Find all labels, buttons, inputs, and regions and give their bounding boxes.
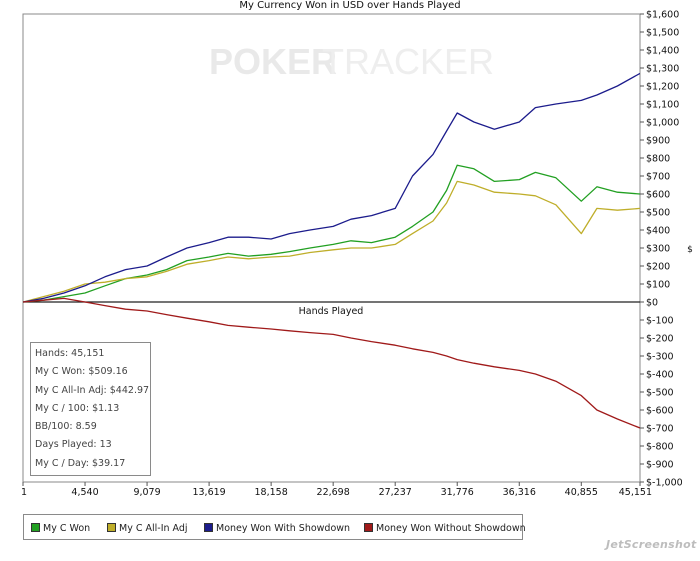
x-tick-label: 36,316	[503, 487, 536, 498]
stat-bb-100: BB/100: 8.59	[35, 421, 97, 433]
chart-title: My Currency Won in USD over Hands Played	[239, 0, 461, 11]
y-tick-label: $-700	[646, 424, 674, 435]
x-tick-label: 45,151	[619, 487, 652, 498]
y-tick-label: $800	[646, 154, 670, 165]
screenshot-tool-watermark: JetScreenshot	[606, 538, 697, 551]
y-tick-label: $500	[646, 208, 670, 219]
legend-swatch-without-showdown	[364, 523, 373, 532]
series-line-3	[23, 297, 640, 429]
legend-label-with-showdown: Money Won With Showdown	[216, 523, 351, 534]
y-tick-label: $-600	[646, 406, 674, 417]
x-tick-label: 22,698	[317, 487, 350, 498]
x-axis-label: Hands Played	[299, 306, 364, 317]
y-tick-label: $0	[646, 298, 658, 309]
y-tick-label: $200	[646, 262, 670, 273]
y-tick-label: $1,000	[646, 118, 679, 129]
legend-label-without-showdown: Money Won Without Showdown	[376, 523, 526, 534]
y-tick-label: $1,400	[646, 46, 679, 57]
y-tick-label: $700	[646, 172, 670, 183]
x-tick-label: 40,855	[565, 487, 598, 498]
x-axis: 1 4,540 9,079 13,619 18,158 22,698 27,237 31,77…	[21, 482, 652, 498]
stat-won: My C Won: $509.16	[35, 366, 128, 378]
legend-item-all-in-adj: My C All-In Adj	[107, 523, 188, 534]
poker-tracker-watermark: POKER TRACKER	[209, 41, 494, 82]
series-group	[23, 72, 640, 429]
x-tick-label: 31,776	[441, 487, 474, 498]
legend-swatch-with-showdown	[204, 523, 213, 532]
y-tick-label: $1,200	[646, 82, 679, 93]
watermark-light-text: TRACKER	[322, 41, 494, 82]
y-tick-label: $400	[646, 226, 670, 237]
legend-label-all-in-adj: My C All-In Adj	[119, 523, 188, 534]
y-tick-label: $1,100	[646, 100, 679, 111]
legend-item-without-showdown: Money Won Without Showdown	[364, 523, 526, 534]
y-tick-label: $1,600	[646, 10, 679, 21]
y-tick-label: $-900	[646, 460, 674, 471]
y-tick-label: $1,500	[646, 28, 679, 39]
stat-hands: Hands: 45,151	[35, 348, 105, 359]
legend-swatch-all-in-adj	[107, 523, 116, 532]
x-tick-label: 9,079	[133, 487, 160, 498]
y-tick-label: $-800	[646, 442, 674, 453]
x-tick-label: 18,158	[255, 487, 288, 498]
y-tick-label: $-400	[646, 370, 674, 381]
series-line-2	[23, 72, 640, 303]
y-tick-label: $-100	[646, 316, 674, 327]
x-tick-label: 4,540	[71, 487, 98, 498]
legend-item-with-showdown: Money Won With Showdown	[204, 523, 350, 534]
stats-box: Hands: 45,151 My C Won: $509.16 My C All…	[30, 342, 151, 476]
x-tick-label: 13,619	[192, 487, 225, 498]
y-tick-label: $1,300	[646, 64, 679, 75]
y-tick-label: $300	[646, 244, 670, 255]
y-axis: $-1,000 $-900 $-800 $-700 $-600 $-500 $-400 $-3…	[640, 10, 683, 489]
legend: My C Won My C All-In Adj Money Won With …	[23, 514, 526, 540]
x-tick-label: 1	[21, 487, 27, 498]
stat-days-played: Days Played: 13	[35, 439, 112, 451]
x-tick-label: 27,237	[379, 487, 412, 498]
y-tick-label: $-200	[646, 334, 674, 345]
legend-swatch-my-c-won	[31, 523, 40, 532]
legend-label-my-c-won: My C Won	[43, 523, 91, 534]
y-tick-label: $-300	[646, 352, 674, 363]
y-tick-label: $100	[646, 280, 670, 291]
y-axis-label: $	[687, 245, 693, 255]
y-tick-label: $900	[646, 136, 670, 147]
watermark-bold-text: POKER	[209, 41, 337, 82]
y-tick-label: $-500	[646, 388, 674, 399]
stat-allin-adj: My C All-In Adj: $442.97	[35, 384, 150, 396]
y-tick-label: $600	[646, 190, 670, 201]
stat-per-100: My C / 100: $1.13	[35, 402, 120, 414]
series-line-1	[23, 180, 640, 303]
y-tick-label: $-1,000	[646, 478, 683, 489]
legend-item-my-c-won: My C Won	[31, 523, 90, 534]
stat-per-day: My C / Day: $39.17	[35, 457, 126, 469]
